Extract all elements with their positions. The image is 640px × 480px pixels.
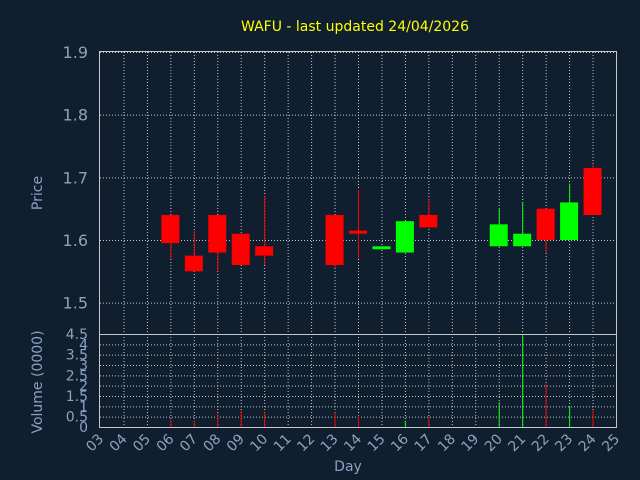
price-tick-label: 1.6 <box>63 231 88 250</box>
day-tick-label: 14 <box>341 431 365 455</box>
day-tick-label: 13 <box>318 431 342 455</box>
volume-tick-label: 4 <box>79 337 88 353</box>
day-tick-label: 12 <box>294 431 318 455</box>
volume-tick-label: 2.5 <box>66 368 88 384</box>
volume-bars <box>170 334 594 427</box>
day-tick-label: 17 <box>412 431 436 455</box>
day-tick-label: 20 <box>482 431 506 455</box>
volume-tick-label: 2 <box>79 379 88 395</box>
day-tick-label: 07 <box>177 431 201 455</box>
price-tick-label: 1.5 <box>63 294 88 313</box>
day-tick-label: 24 <box>576 431 600 455</box>
candlesticks <box>161 164 602 272</box>
day-tick-label: 16 <box>388 431 412 455</box>
candle-body <box>419 214 438 228</box>
day-tick-label: 05 <box>130 431 154 455</box>
volume-axis-label: Volume (0000) <box>30 330 46 433</box>
volume-plot-frame <box>99 334 617 428</box>
price-axis-label: Price <box>30 176 46 210</box>
day-tick-label: 08 <box>200 431 224 455</box>
candle-body <box>161 214 180 244</box>
volume-tick-label: 1.5 <box>66 389 88 405</box>
volume-tick-label: 3 <box>79 358 88 374</box>
candle-body <box>536 208 555 240</box>
day-tick-label: 04 <box>107 431 131 455</box>
day-tick-label: 06 <box>154 431 178 455</box>
candle-body <box>231 233 250 266</box>
day-tick-label: 19 <box>458 431 482 455</box>
volume-tick-label: 4.5 <box>66 327 88 343</box>
day-tick-label: 22 <box>529 431 553 455</box>
volume-tick-label: 0 <box>79 420 88 436</box>
candle-body <box>325 214 344 266</box>
candle-body <box>513 233 532 247</box>
day-tick-label: 25 <box>599 431 623 455</box>
day-tick-label: 09 <box>224 431 248 455</box>
candle-body <box>583 167 602 215</box>
volume-grid <box>100 334 616 428</box>
day-tick-label: 23 <box>552 431 576 455</box>
price-tick-label: 1.8 <box>63 106 88 125</box>
day-tick-label: 21 <box>505 431 529 455</box>
volume-tick-label: 3.5 <box>66 348 88 364</box>
candle-body <box>489 224 508 247</box>
candle-body <box>349 230 367 234</box>
volume-tick-label: 0.5 <box>66 410 88 426</box>
candle-body <box>372 246 391 250</box>
candle-body <box>560 202 579 240</box>
chart-title: WAFU - last updated 24/04/2026 <box>241 19 469 35</box>
candle-body <box>395 221 414 253</box>
day-tick-label: 10 <box>247 431 271 455</box>
day-tick-label: 11 <box>271 431 295 455</box>
candle-body <box>255 246 274 256</box>
price-tick-label: 1.7 <box>63 168 88 187</box>
volume-tick-label: 1 <box>79 399 88 415</box>
candle-body <box>208 214 227 253</box>
day-axis-label: Day <box>334 459 362 475</box>
price-tick-label: 1.9 <box>63 43 88 62</box>
day-tick-label: 15 <box>365 431 389 455</box>
price-y-axis: 1.5 1.6 1.7 1.8 1.9 <box>63 43 88 313</box>
volume-y-axis: 00.511.522.533.544.5 <box>66 327 88 436</box>
day-tick-label: 18 <box>435 431 459 455</box>
day-x-axis: 03 04 05 06 07 08 09 10 11 12 13 14 15 16 17 18 19 20 21 22… <box>83 431 623 455</box>
candle-body <box>184 255 203 272</box>
